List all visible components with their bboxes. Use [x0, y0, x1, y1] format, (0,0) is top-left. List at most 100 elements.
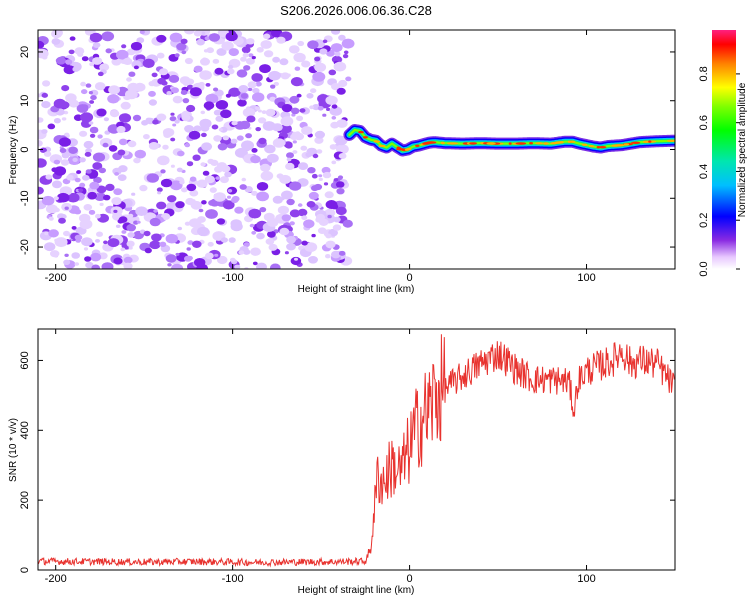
- peak-track-hotspot: [611, 144, 620, 147]
- spectrogram-noise-blob: [325, 200, 338, 209]
- spectrogram-noise-blob: [296, 93, 302, 98]
- spectrogram-noise-blob: [83, 247, 89, 251]
- spectrogram-noise-blob: [334, 51, 341, 57]
- x-tick-label: 100: [577, 573, 595, 585]
- spectrogram-noise-blob: [317, 227, 327, 234]
- spectrogram-noise-blob: [181, 187, 188, 193]
- colorbar-tick-label: 0.6: [698, 115, 710, 130]
- spectrogram-noise-blob: [250, 247, 261, 256]
- spectrogram-noise-blob: [78, 188, 84, 193]
- spectrogram-noise-blob: [227, 195, 231, 199]
- spectrogram-peak-track: [343, 124, 675, 157]
- spectrogram-noise-blob: [41, 92, 48, 98]
- spectrogram-noise-blob: [54, 237, 68, 248]
- spectrogram-noise-blob: [196, 38, 205, 46]
- spectrogram-noise-blob: [203, 49, 209, 53]
- spectrogram-noise-blob: [265, 108, 276, 117]
- spectrogram-noise-blob: [103, 117, 109, 122]
- spectrogram-noise-blob: [307, 40, 319, 50]
- spectrogram-noise-blob: [214, 253, 219, 257]
- spectrogram-noise-blob: [312, 71, 326, 82]
- spectrogram-noise-blob: [193, 30, 202, 37]
- spectrogram-noise-blob: [305, 152, 313, 158]
- spectrogram-noise-blob: [289, 221, 295, 226]
- spectrogram-noise-blob: [47, 123, 56, 130]
- spectrogram-noise-blob: [314, 56, 321, 62]
- spectrogram-noise-blob: [48, 216, 54, 221]
- spectrogram-noise-blob: [108, 145, 118, 152]
- peak-track-hotspot: [423, 141, 432, 145]
- spectrogram-noise-blob: [252, 261, 258, 266]
- spectrogram-noise-blob: [256, 262, 267, 269]
- spectrogram-noise-blob: [96, 108, 107, 117]
- spectrogram-noise-blob: [248, 208, 262, 219]
- spectrogram-noise-blob: [69, 36, 76, 41]
- spectrogram-noise-blob: [217, 143, 228, 151]
- spectrogram-noise-blob: [306, 201, 316, 208]
- spectrogram-noise-blob: [310, 88, 317, 94]
- spectrogram-noise-blob: [87, 191, 98, 200]
- spectrogram-noise-blob: [95, 213, 101, 219]
- spectrogram-noise-blob: [208, 33, 220, 42]
- spectrogram-noise-blob: [144, 247, 152, 254]
- spectrogram-noise-blob: [143, 134, 150, 140]
- spectrogram-noise-blob: [292, 150, 298, 154]
- spectrogram-noise-blob: [342, 219, 353, 228]
- spectrogram-noise-blob: [121, 44, 127, 49]
- spectrogram-noise-blob: [280, 197, 285, 201]
- spectrogram-noise-blob: [38, 158, 47, 168]
- spectrogram-noise-blob: [91, 264, 100, 269]
- spectrogram-noise-blob: [276, 36, 286, 44]
- spectrogram-noise-blob: [89, 62, 95, 67]
- spectrogram-noise-blob: [170, 164, 175, 168]
- spectrogram-noise-blob: [322, 171, 332, 179]
- spectrogram-noise-blob: [172, 123, 177, 127]
- spectrogram-noise-blob: [89, 181, 100, 190]
- spectrogram-noise-blob: [199, 118, 212, 129]
- spectrogram-noise-blob: [111, 197, 122, 206]
- spectrogram-noise-blob: [136, 37, 145, 44]
- spectrogram-noise-blob: [289, 95, 300, 104]
- spectrogram-noise-blob: [163, 131, 172, 138]
- spectrogram-noise-blob: [198, 208, 204, 213]
- spectrogram-noise-blob: [148, 142, 159, 150]
- spectrogram-noise-blob: [286, 243, 296, 251]
- spectrogram-noise-blob: [264, 144, 276, 154]
- spectrogram-noise-blob: [101, 262, 114, 269]
- spectrogram-noise-blob: [308, 255, 318, 264]
- peak-track-hotspot: [623, 143, 630, 146]
- spectrogram-noise-blob: [262, 121, 276, 131]
- spectrogram-noise-blob: [228, 48, 239, 57]
- spectrogram-noise-blob: [260, 163, 271, 172]
- spectrogram-noise-blob: [66, 174, 74, 181]
- spectrogram-noise-blob: [156, 113, 167, 121]
- spectrogram-noise-blob: [71, 252, 80, 259]
- y-tick-label: 0: [19, 567, 31, 573]
- spectrogram-noise-blob: [329, 106, 343, 116]
- spectrogram-noise-blob: [182, 98, 190, 104]
- spectrogram-noise-blob: [38, 140, 43, 147]
- spectrogram-noise-blob: [273, 81, 279, 86]
- spectrogram-noise-blob: [50, 250, 60, 258]
- spectrogram-noise-blob: [131, 192, 136, 196]
- spectrogram-noise-blob: [193, 65, 203, 73]
- spectrogram-noise-blob: [255, 106, 261, 111]
- spectrogram-noise-blob: [228, 237, 236, 243]
- spectrogram-noise-blob: [316, 213, 325, 221]
- colorbar-label: Normalized spectral amplitude: [737, 82, 748, 217]
- spectrogram-noise-blob: [41, 195, 55, 206]
- spectrogram-noise-blob: [246, 115, 256, 123]
- spectrogram-noise-blob: [186, 161, 194, 167]
- spectrogram-noise-blob: [101, 31, 115, 42]
- spectrogram-noise-blob: [205, 252, 214, 260]
- spectrogram-noise-blob: [120, 247, 126, 252]
- spectrogram-noise-blob: [93, 176, 102, 184]
- colorbar: 0.0 0.2 0.4 0.6 0.8 Normalized spectral ampl…: [698, 30, 748, 277]
- spectrogram-noise-blob: [179, 180, 185, 185]
- spectrogram-noise-blob: [215, 115, 224, 122]
- spectrogram-noise-blob: [318, 177, 323, 181]
- colorbar-scale: [712, 30, 736, 269]
- spectrogram-noise-blob: [265, 238, 275, 245]
- y-tick-label: -20: [19, 239, 31, 255]
